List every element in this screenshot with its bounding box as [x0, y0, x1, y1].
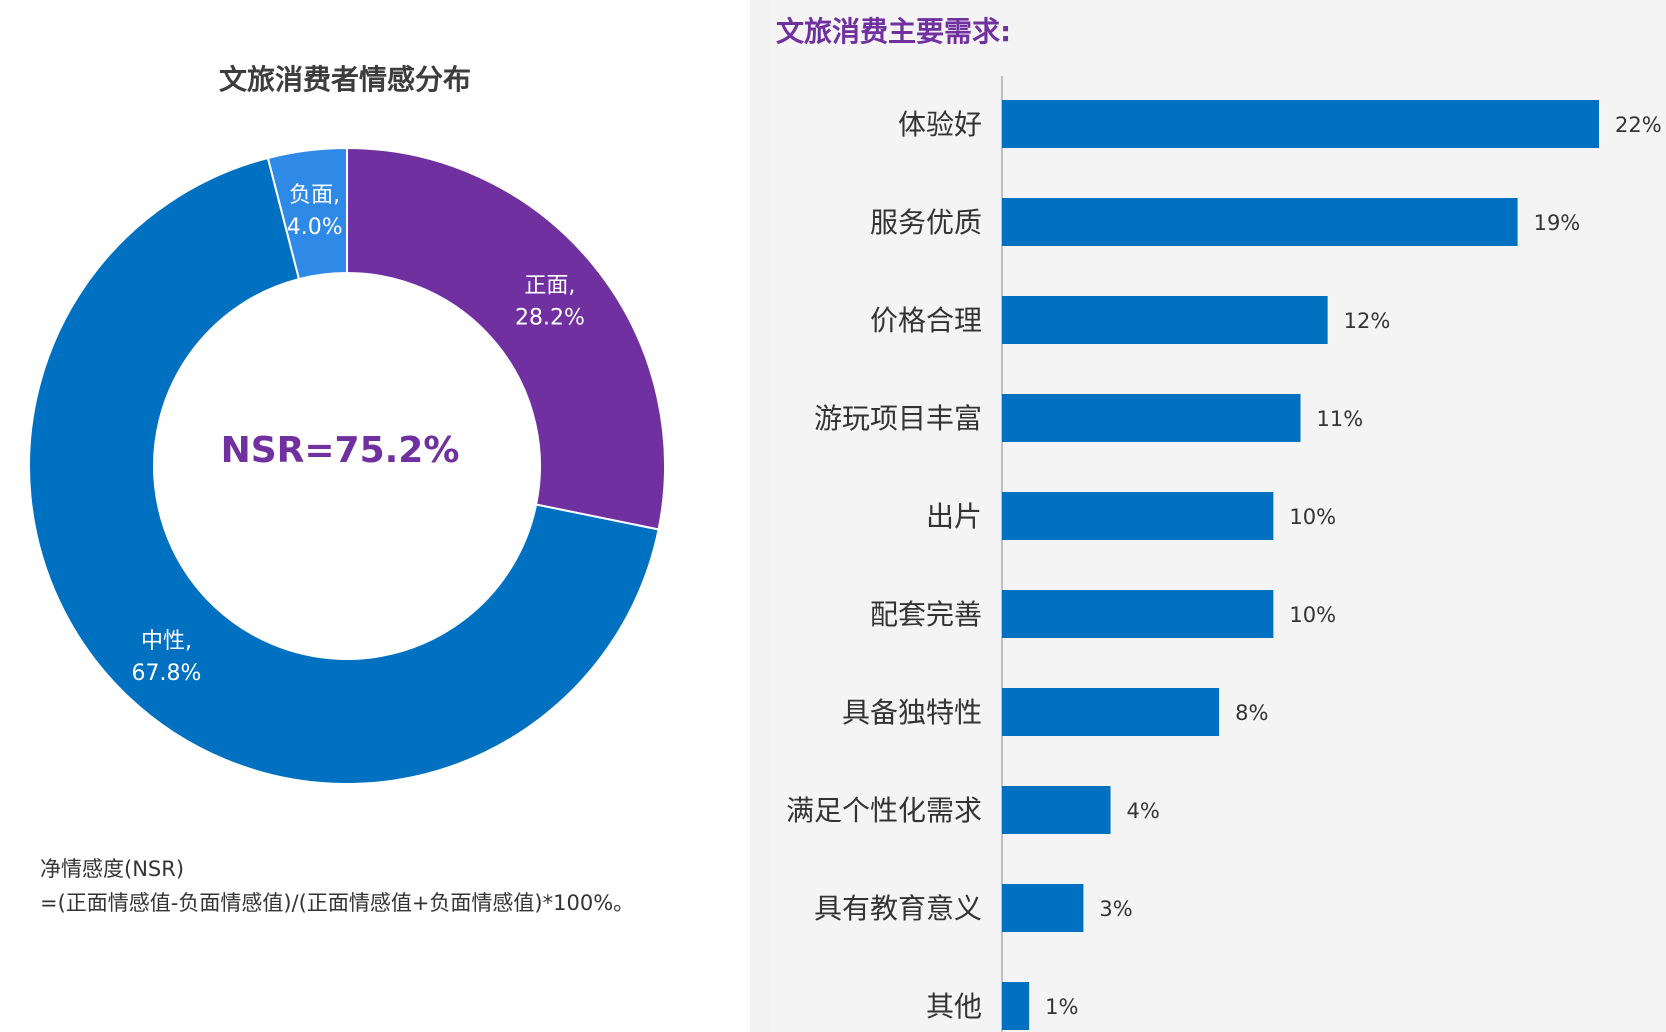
bar-value-label-7: 4% — [1127, 799, 1160, 823]
bar-category-label-4: 出片 — [926, 500, 982, 533]
bar-7 — [1002, 786, 1111, 834]
bar-category-label-8: 具有教育意义 — [814, 892, 982, 925]
bar-category-label-5: 配套完善 — [870, 598, 982, 631]
bar-8 — [1002, 884, 1084, 932]
bar-1 — [1002, 198, 1518, 246]
bar-category-label-6: 具备独特性 — [842, 696, 982, 729]
bar-9 — [1002, 982, 1030, 1030]
pie-slice-2 — [266, 146, 348, 281]
bar-6 — [1002, 688, 1220, 736]
bar-value-label-8: 3% — [1099, 897, 1132, 921]
bar-value-label-1: 19% — [1534, 211, 1581, 235]
pie-slice-label-0: 正面, 28.2% — [515, 273, 585, 330]
bar-value-label-5: 10% — [1289, 603, 1336, 627]
bar-value-label-6: 8% — [1235, 701, 1268, 725]
bar-value-label-4: 10% — [1289, 505, 1336, 529]
pie-slice-1 — [28, 156, 660, 785]
bar-4 — [1002, 492, 1274, 540]
bar-category-label-0: 体验好 — [898, 108, 982, 141]
bar-category-label-3: 游玩项目丰富 — [814, 402, 982, 435]
bar-category-label-1: 服务优质 — [870, 206, 982, 239]
nsr-center-label: NSR=75.2% — [220, 430, 460, 471]
bar-0 — [1002, 100, 1599, 148]
bar-5 — [1002, 590, 1274, 638]
footnote-line-2: =(正面情感值-负面情感值)/(正面情感值+负面情感值)*100%。 — [40, 891, 635, 915]
bar-2 — [1002, 296, 1328, 344]
pie-slice-label-2: 负面, 4.0% — [287, 183, 343, 240]
pie-slice-0 — [346, 146, 666, 531]
pie-chart-title: 文旅消费者情感分布 — [218, 63, 471, 96]
pie-slice-label-1: 中性, 67.8% — [132, 629, 202, 686]
bar-value-label-2: 12% — [1344, 309, 1391, 333]
footnote-line-1: 净情感度(NSR) — [40, 857, 185, 881]
bar-category-label-9: 其他 — [926, 990, 982, 1023]
bar-3 — [1002, 394, 1301, 442]
bar-value-label-9: 1% — [1045, 995, 1078, 1019]
bar-value-label-0: 22% — [1615, 113, 1662, 137]
bar-chart-title: 文旅消费主要需求: — [776, 15, 1012, 48]
bar-category-label-7: 满足个性化需求 — [786, 794, 982, 827]
bar-value-label-3: 11% — [1317, 407, 1364, 431]
bar-category-label-2: 价格合理 — [870, 304, 982, 337]
nsr-footnote: 净情感度(NSR) =(正面情感值-负面情感值)/(正面情感值+负面情感值)*1… — [40, 852, 634, 920]
